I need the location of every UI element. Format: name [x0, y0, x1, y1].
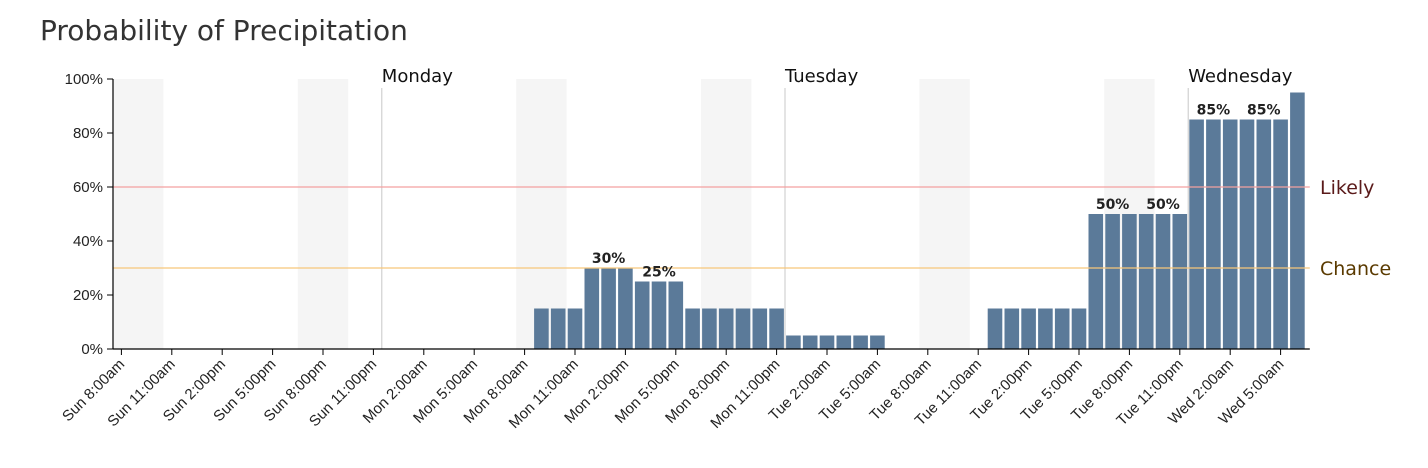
day-label: Monday — [382, 66, 453, 87]
precip-bar — [601, 268, 616, 349]
precip-bar — [1256, 119, 1272, 349]
y-tick-label: 40% — [73, 233, 103, 250]
precip-bar — [685, 308, 700, 349]
precip-bar — [735, 308, 751, 349]
shaded-band — [113, 79, 164, 349]
precip-bar — [870, 335, 885, 349]
shaded-band — [701, 79, 752, 349]
y-tick-label: 100% — [65, 71, 103, 88]
precip-bar — [819, 335, 835, 349]
precip-bar — [769, 308, 784, 349]
y-tick-group: 20% — [73, 287, 103, 304]
precip-bar — [1054, 308, 1070, 349]
precip-bar — [802, 335, 818, 349]
shaded-band — [297, 79, 349, 349]
precip-bar — [618, 268, 633, 349]
bar-value-label: 85% — [1247, 103, 1281, 119]
precip-bar — [836, 335, 852, 349]
precip-bar — [668, 281, 684, 349]
y-tick-label: 0% — [81, 341, 103, 358]
precip-bar — [1038, 308, 1053, 349]
precip-bar — [1138, 214, 1154, 349]
precip-bar — [1122, 214, 1137, 349]
precip-bar — [718, 308, 734, 349]
bar-value-label: 85% — [1197, 103, 1231, 119]
precip-bar — [634, 281, 650, 349]
chance-label: Chance — [1320, 258, 1391, 280]
precip-bar — [1222, 119, 1238, 349]
chart-title: Probability of Precipitation — [40, 14, 408, 47]
precip-bar — [1273, 119, 1288, 349]
precip-bar — [1021, 308, 1036, 349]
precip-bar — [1239, 119, 1255, 349]
y-tick-group: 80% — [73, 125, 103, 142]
precip-bar — [1172, 214, 1188, 349]
precip-bar — [567, 308, 583, 349]
shaded-band — [516, 79, 567, 349]
y-tick-label: 60% — [73, 179, 103, 196]
bar-value-label: 50% — [1146, 197, 1180, 213]
y-tick-group: 0% — [81, 341, 103, 358]
precip-bar — [651, 281, 667, 349]
precip-bar — [1206, 119, 1221, 349]
day-label: Tuesday — [784, 66, 859, 87]
precip-bar — [702, 308, 717, 349]
precip-bar — [853, 335, 868, 349]
y-tick-group: 60% — [73, 179, 103, 196]
precip-bar — [584, 268, 600, 349]
precip-bar — [534, 308, 549, 349]
likely-label: Likely — [1320, 177, 1374, 199]
day-label: Wednesday — [1188, 66, 1293, 87]
bar-value-label: 50% — [1096, 197, 1130, 213]
precip-bar — [1004, 308, 1020, 349]
precip-bar — [1088, 214, 1104, 349]
y-tick-group: 100% — [65, 71, 103, 88]
bar-value-label: 30% — [592, 251, 626, 267]
shaded-band — [919, 79, 970, 349]
y-tick-group: 40% — [73, 233, 103, 250]
bar-value-label: 25% — [642, 265, 676, 281]
precip-bar — [1290, 92, 1305, 349]
precip-bar — [1071, 308, 1087, 349]
precip-bar — [752, 308, 768, 349]
precip-bar — [987, 308, 1003, 349]
precip-bar — [550, 308, 566, 349]
precip-bar — [786, 335, 801, 349]
precip-bar — [1105, 214, 1120, 349]
y-tick-label: 80% — [73, 125, 103, 142]
y-tick-label: 20% — [73, 287, 103, 304]
precip-bar — [1189, 119, 1204, 349]
precip-bar — [1155, 214, 1171, 349]
